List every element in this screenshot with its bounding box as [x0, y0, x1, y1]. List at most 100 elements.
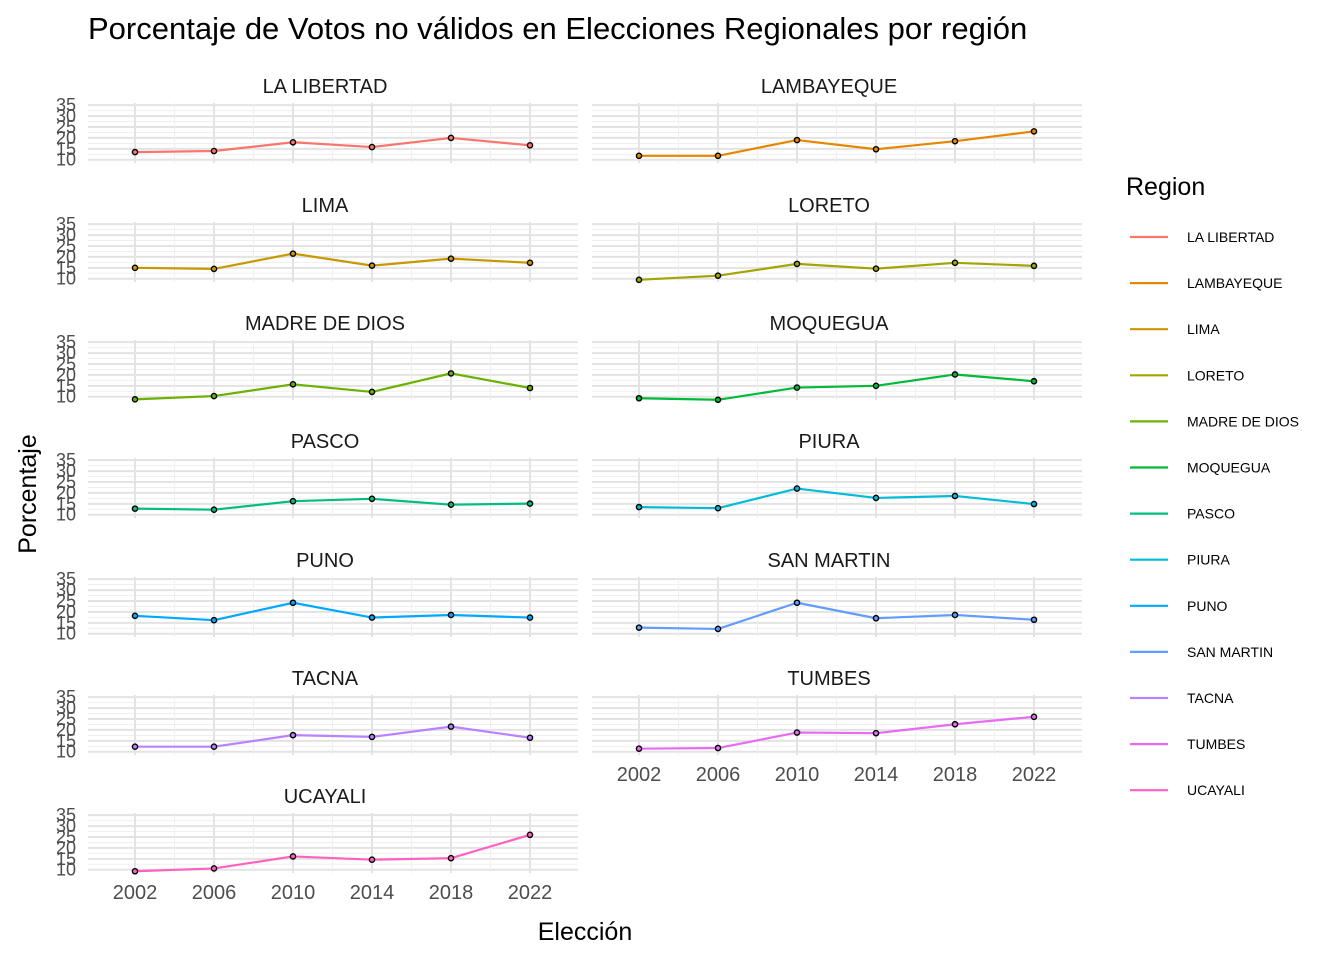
data-point: [635, 624, 643, 631]
data-point: [951, 371, 959, 378]
data-point: [210, 265, 218, 273]
data-point: [1030, 500, 1038, 508]
data-point: [526, 831, 534, 839]
chart-title: Porcentaje de Votos no válidos en Elecci…: [88, 11, 1027, 46]
facet-strip-label: SAN MARTIN: [768, 550, 891, 572]
data-point: [447, 370, 455, 377]
data-point: [714, 272, 722, 279]
x-tick-label: 2018: [429, 882, 474, 904]
y-tick-label: 10: [56, 624, 76, 644]
y-tick-label: 25: [56, 591, 76, 611]
y-tick-label: 10: [56, 387, 76, 407]
series-line-la-libertad: [134, 136, 531, 154]
y-tick-label: 10: [56, 269, 76, 289]
panel-lambayeque: LAMBAYEQUE: [592, 76, 1082, 163]
series-line-puno: [134, 601, 531, 622]
data-point: [951, 492, 959, 500]
data-point: [447, 255, 455, 262]
legend-label: UCAYALI: [1187, 782, 1245, 798]
y-tick-label: 10: [56, 505, 76, 525]
facet-strip-label: MADRE DE DIOS: [245, 313, 405, 335]
legend-item-madre-de-dios: MADRE DE DIOS: [1130, 413, 1299, 429]
y-tick-label: 35: [56, 95, 76, 115]
data-point: [289, 497, 297, 505]
series-line-ucayali: [134, 833, 531, 873]
data-point: [714, 504, 722, 512]
series-line-san-martin: [638, 601, 1035, 631]
y-tick-label: 35: [56, 687, 76, 707]
y-tick-label: 15: [56, 494, 76, 514]
legend-label: LAMBAYEQUE: [1187, 275, 1282, 291]
y-tick-label: 10: [56, 742, 76, 762]
legend-label: LA LIBERTAD: [1187, 229, 1274, 245]
y-tick-label: 10: [56, 150, 76, 170]
legend-item-tumbes: TUMBES: [1130, 736, 1245, 752]
data-point: [289, 853, 297, 860]
x-tick-label: 2014: [350, 882, 395, 904]
data-point: [368, 262, 376, 269]
data-point: [289, 380, 297, 388]
legend-label: PUNO: [1187, 598, 1228, 614]
y-tick-label: 15: [56, 258, 76, 278]
y-tick-label: 30: [56, 343, 76, 363]
data-point: [714, 152, 722, 160]
data-point: [714, 744, 722, 752]
data-point: [447, 501, 455, 508]
legend-item-lima: LIMA: [1130, 321, 1220, 337]
y-tick-label: 30: [56, 461, 76, 481]
y-tick-label: 20: [56, 720, 76, 740]
data-point: [368, 856, 376, 863]
data-point: [635, 276, 643, 284]
panel-loreto: LORETO: [592, 195, 1082, 284]
data-point: [210, 616, 218, 624]
data-point: [210, 743, 218, 751]
legend-item-loreto: LORETO: [1130, 367, 1244, 383]
y-tick-label: 30: [56, 106, 76, 126]
y-tick-label: 30: [56, 580, 76, 600]
data-point: [793, 260, 801, 268]
data-point: [289, 250, 297, 257]
data-point: [526, 142, 534, 149]
y-tick-label: 35: [56, 214, 76, 234]
legend-item-tacna: TACNA: [1130, 690, 1234, 706]
data-point: [289, 599, 297, 607]
data-point: [635, 152, 643, 160]
series-line-loreto: [638, 261, 1035, 281]
facet-strip-label: TUMBES: [787, 668, 870, 690]
legend-item-pasco: PASCO: [1130, 506, 1235, 522]
legend-label: TACNA: [1187, 690, 1234, 706]
facet-strip-label: PASCO: [291, 431, 360, 453]
y-tick-label: 20: [56, 365, 76, 385]
x-tick-label: 2022: [1012, 764, 1057, 786]
y-tick-label: 15: [56, 731, 76, 751]
data-point: [872, 614, 880, 622]
legend-label: TUMBES: [1187, 736, 1245, 752]
data-point: [951, 720, 959, 728]
series-line-lambayeque: [639, 130, 1035, 157]
y-tick-label: 10: [56, 860, 76, 880]
facet-strip-label: LORETO: [788, 195, 870, 217]
y-tick-label: 35: [56, 569, 76, 589]
y-tick-label: 30: [56, 225, 76, 245]
x-axis-title: Elección: [538, 918, 633, 946]
data-point: [526, 259, 534, 267]
data-point: [131, 396, 139, 403]
series-line-madre-de-dios: [134, 372, 531, 401]
y-tick-label: 25: [56, 354, 76, 374]
legend-label: LORETO: [1187, 367, 1244, 383]
data-point: [131, 743, 139, 751]
data-point: [368, 733, 376, 741]
y-tick-label: 25: [56, 709, 76, 729]
data-point: [793, 729, 801, 736]
y-tick-label: 35: [56, 332, 76, 352]
data-point: [210, 392, 218, 400]
data-point: [1030, 377, 1038, 385]
data-point: [951, 259, 959, 267]
data-point: [131, 264, 139, 272]
data-point: [447, 723, 455, 730]
data-point: [447, 854, 455, 862]
